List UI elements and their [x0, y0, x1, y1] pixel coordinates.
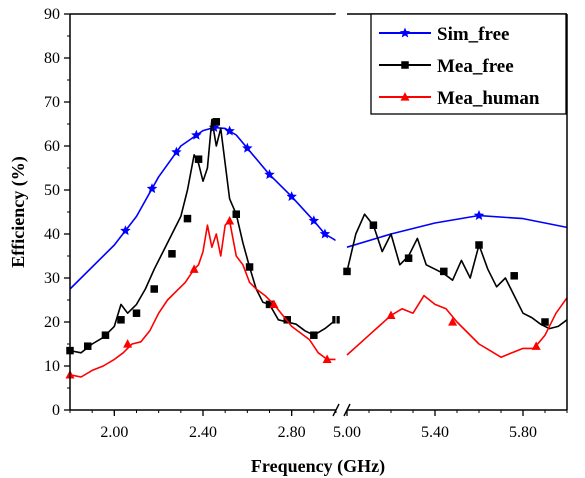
data-point-mea-free — [475, 241, 483, 249]
y-tick-label: 40 — [44, 226, 60, 243]
y-tick-label: 60 — [44, 138, 60, 155]
legend-item-sim-free: Sim_free — [379, 24, 509, 45]
data-point-mea-free — [117, 316, 125, 324]
legend-marker — [401, 61, 409, 69]
y-tick-label: 50 — [44, 182, 60, 199]
x-tick-label: 2.40 — [189, 424, 217, 441]
data-point-mea-free — [510, 272, 518, 280]
series-sim-free — [69, 122, 568, 290]
series-line-sim-free — [69, 126, 337, 290]
legend-label: Mea_human — [437, 88, 540, 109]
x-tick-label: 2.00 — [100, 424, 128, 441]
data-point-mea-free — [168, 250, 176, 258]
data-point-mea-free — [245, 263, 254, 271]
x-tick-label: 5.00 — [333, 424, 361, 441]
legend-marker — [400, 92, 410, 101]
series-mea-free — [66, 118, 568, 355]
data-point-sim-free — [146, 183, 158, 194]
legend-label: Mea_free — [437, 56, 514, 77]
data-point-mea-free — [440, 267, 448, 276]
series-line-mea-human — [69, 220, 336, 378]
legend-label: Sim_free — [437, 24, 509, 45]
data-point-mea-free — [232, 210, 240, 218]
data-point-mea-free — [541, 318, 549, 326]
data-point-mea-free — [343, 267, 351, 276]
data-point-mea-human — [531, 341, 541, 350]
legend: Sim_free Mea_free Mea_human — [370, 13, 567, 115]
y-tick-label: 0 — [52, 402, 60, 419]
data-point-sim-free — [286, 191, 297, 202]
data-point-mea-free — [183, 214, 192, 223]
data-point-mea-free — [132, 309, 141, 317]
data-point-sim-free — [242, 142, 253, 153]
series-line-mea-free — [346, 213, 568, 330]
y-tick-label: 30 — [44, 270, 60, 287]
series-line-mea-free — [69, 118, 337, 354]
x-tick-label: 5.80 — [509, 424, 537, 441]
data-point-sim-free — [308, 215, 320, 226]
x-tick-label: 5.40 — [421, 424, 449, 441]
data-point-mea-free — [369, 221, 378, 229]
x-axis-label: Frequency (GHz) — [251, 456, 385, 477]
data-point-sim-free — [264, 169, 275, 180]
data-point-mea-human — [448, 317, 458, 326]
legend-item-mea-human: Mea_human — [379, 88, 540, 109]
data-point-mea-human — [386, 310, 396, 320]
data-point-mea-free — [101, 331, 110, 339]
data-point-mea-human — [189, 264, 199, 273]
data-point-sim-free — [473, 210, 485, 220]
data-point-mea-human — [269, 299, 279, 309]
data-point-mea-free — [404, 254, 413, 262]
y-tick-label: 90 — [44, 6, 60, 23]
data-point-mea-free — [150, 285, 158, 293]
data-point-sim-free — [319, 228, 331, 239]
data-point-sim-free — [171, 146, 182, 157]
legend-item-mea-free: Mea_free — [379, 56, 514, 77]
y-tick-label: 70 — [44, 94, 60, 111]
data-point-mea-free — [83, 342, 92, 350]
y-axis-label: Efficiency (%) — [8, 156, 29, 267]
data-point-mea-human — [123, 339, 133, 348]
data-point-mea-free — [310, 331, 318, 339]
data-point-mea-human — [225, 215, 235, 225]
series-line-sim-free — [346, 214, 568, 248]
legend-marker — [399, 27, 411, 38]
data-point-sim-free — [120, 225, 131, 236]
series-layer — [65, 118, 568, 379]
data-point-sim-free — [224, 125, 235, 136]
data-point-mea-human — [322, 354, 332, 364]
y-tick-label: 20 — [44, 314, 60, 331]
data-point-mea-free — [265, 300, 274, 309]
y-tick-label: 10 — [44, 358, 60, 375]
data-point-mea-free — [212, 118, 221, 126]
data-point-sim-free — [191, 129, 202, 140]
x-tick-label: 2.80 — [278, 424, 306, 441]
data-point-mea-free — [194, 155, 203, 163]
y-tick-label: 80 — [44, 50, 60, 67]
